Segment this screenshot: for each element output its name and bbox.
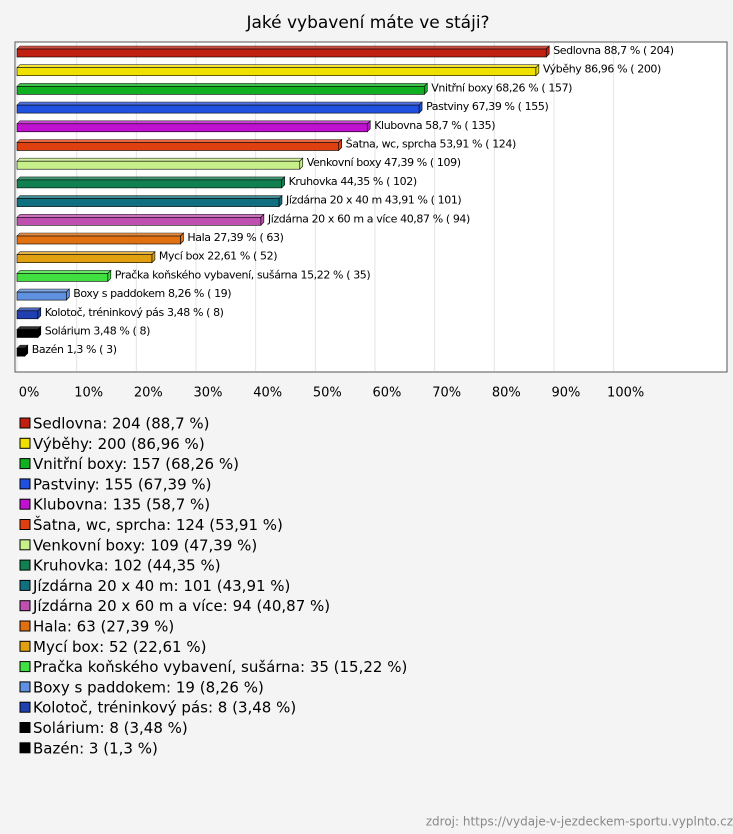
- bar: [16, 347, 26, 357]
- data-label: Vnitřní boxy 68,26 % ( 157): [431, 81, 572, 94]
- bar-top: [16, 64, 540, 68]
- legend-swatch: [19, 559, 31, 571]
- legend-swatch: [19, 437, 31, 449]
- legend-swatch: [19, 661, 31, 673]
- x-tick-label: 10%: [74, 386, 103, 401]
- legend-swatch: [19, 640, 31, 652]
- x-tick-label: 60%: [373, 386, 402, 401]
- legend-swatch: [19, 417, 31, 429]
- legend-label: Pastviny: 155 (67,39 %): [33, 475, 211, 493]
- bar-top: [16, 288, 71, 293]
- x-tick-label: 40%: [253, 386, 282, 401]
- bar-top: [16, 251, 156, 255]
- bar-top: [16, 270, 112, 274]
- x-tick-label: 100%: [607, 386, 644, 401]
- legend-label: Venkovní boxy: 109 (47,39 %): [33, 536, 257, 554]
- data-label: Klubovna 58,7 % ( 135): [374, 119, 495, 132]
- x-tick-label: 90%: [552, 386, 581, 401]
- bar: [16, 142, 339, 151]
- bar: [16, 160, 301, 170]
- data-label: Kruhovka 44,35 % ( 102): [289, 175, 417, 188]
- data-label: Šatna, wc, sprcha 53,91 % ( 124): [346, 138, 516, 151]
- bar: [16, 104, 420, 114]
- legend-swatch: [19, 539, 31, 551]
- legend-label: Výběhy: 200 (86,96 %): [33, 435, 205, 453]
- bar: [16, 329, 39, 338]
- legend-swatch: [19, 478, 31, 490]
- x-tick-label: 30%: [194, 386, 223, 401]
- legend-swatch: [19, 701, 31, 713]
- data-label: Solárium 3,48 % ( 8): [45, 325, 150, 338]
- bar: [16, 291, 67, 301]
- data-label: Kolotoč, tréninkový pás 3,48 % ( 8): [45, 306, 224, 319]
- legend-swatch: [19, 742, 31, 754]
- legend-label: Kruhovka: 102 (44,35 %): [33, 557, 221, 575]
- data-label: Jízdárna 20 x 40 m 43,91 % ( 101): [285, 194, 461, 207]
- bar: [16, 235, 181, 245]
- bar: [16, 48, 547, 58]
- legend-swatch: [19, 579, 31, 591]
- x-tick-label: 50%: [313, 386, 342, 401]
- legend-swatch: [19, 600, 31, 612]
- legend-label: Klubovna: 135 (58,7 %): [33, 496, 210, 514]
- legend-swatch: [19, 458, 31, 470]
- data-label: Venkovní boxy 47,39 % ( 109): [307, 156, 461, 169]
- data-label: Boxy s paddokem 8,26 % ( 19): [73, 287, 231, 300]
- x-tick-label: 0%: [19, 386, 40, 401]
- legend-label: Bazén: 3 (1,3 %): [33, 739, 158, 757]
- legend-swatch: [19, 519, 31, 530]
- legend-label: Solárium: 8 (3,48 %): [33, 719, 188, 737]
- data-label: Mycí box 22,61 % ( 52): [159, 250, 277, 263]
- data-label: Bazén 1,3 % ( 3): [32, 343, 117, 356]
- chart-title: Jaké vybavení máte ve stáji?: [245, 13, 489, 33]
- bar-top: [16, 326, 42, 330]
- legend-label: Kolotoč, tréninkový pás: 8 (3,48 %): [33, 699, 296, 717]
- bar-top: [16, 195, 283, 199]
- bar-top: [16, 307, 42, 312]
- legend-label: Vnitřní boxy: 157 (68,26 %): [33, 455, 239, 473]
- bar-top: [16, 176, 286, 181]
- bar-top: [16, 232, 185, 237]
- bar-top: [16, 157, 304, 162]
- legend-swatch: [19, 681, 31, 693]
- legend-label: Hala: 63 (27,39 %): [33, 618, 174, 636]
- bar: [16, 310, 39, 320]
- legend-label: Jízdárna 20 x 40 m: 101 (43,91 %): [32, 577, 290, 595]
- bar-top: [16, 45, 550, 50]
- bar-top: [16, 101, 423, 106]
- data-label: Výběhy 86,96 % ( 200): [543, 63, 661, 76]
- data-label: Jízdárna 20 x 60 m a více 40,87 % ( 94): [267, 212, 470, 225]
- bar-top: [16, 83, 428, 87]
- legend-label: Sedlovna: 204 (88,7 %): [33, 415, 210, 433]
- data-label: Sedlovna 88,7 % ( 204): [553, 44, 674, 57]
- legend-swatch: [19, 620, 31, 632]
- bar: [16, 254, 153, 263]
- bar: [16, 273, 109, 282]
- legend-label: Jízdárna 20 x 60 m a více: 94 (40,87 %): [32, 597, 330, 615]
- bar: [16, 198, 280, 207]
- legend-label: Boxy s paddokem: 19 (8,26 %): [33, 678, 264, 696]
- legend-swatch: [19, 498, 31, 510]
- plot-area: [14, 41, 728, 373]
- x-tick-label: 70%: [432, 386, 461, 401]
- data-label: Pračka koňského vybavení, sušárna 15,22 …: [115, 268, 371, 281]
- data-label: Pastviny 67,39 % ( 155): [426, 100, 548, 113]
- bar: [16, 123, 368, 133]
- bar: [16, 67, 537, 76]
- bar-top: [16, 214, 265, 218]
- bar: [16, 179, 282, 189]
- legend-label: Pračka koňského vybavení, sušárna: 35 (1…: [33, 658, 407, 676]
- x-tick-label: 20%: [134, 386, 163, 401]
- legend-swatch: [19, 722, 31, 733]
- bar: [16, 217, 262, 226]
- bar-top: [16, 120, 371, 125]
- source: zdroj: https://vydaje-v-jezdeckem-sportu…: [426, 815, 733, 829]
- legend-label: Mycí box: 52 (22,61 %): [33, 638, 206, 656]
- x-tick-label: 80%: [492, 386, 521, 401]
- data-label: Hala 27,39 % ( 63): [187, 231, 283, 244]
- bar: [16, 86, 425, 95]
- legend-label: Šatna, wc, sprcha: 124 (53,91 %): [33, 515, 283, 534]
- bar-top: [16, 139, 343, 143]
